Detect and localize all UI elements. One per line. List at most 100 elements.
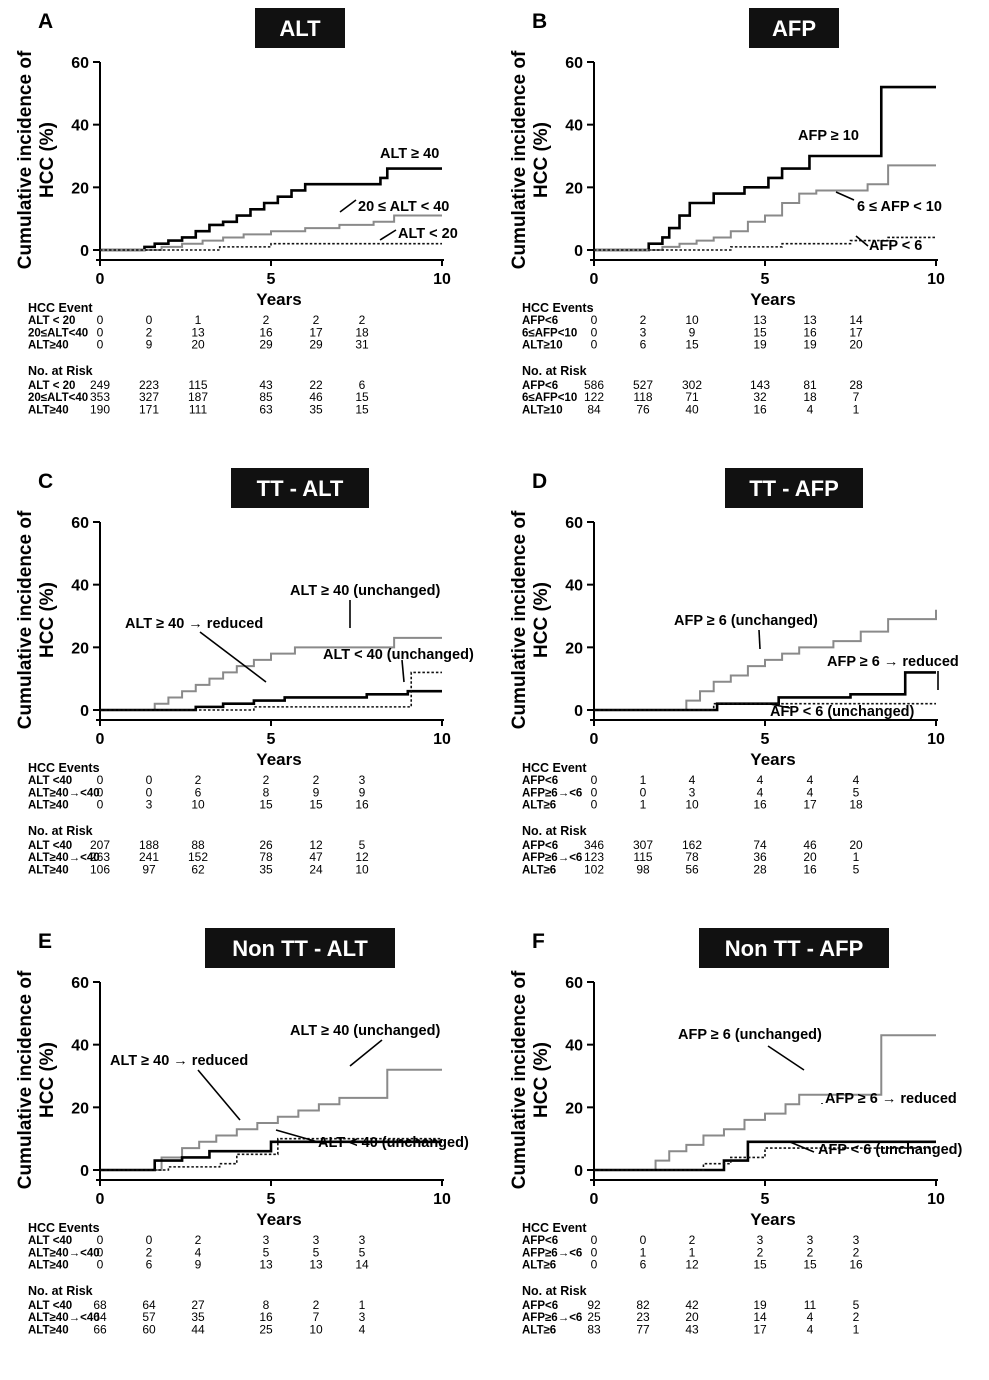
events-cell: 13 [753,313,767,327]
events-row-label: AFP<6 [522,775,558,787]
events-cell: 0 [591,798,598,812]
risk-row-label: AFP<6 [522,380,558,392]
panel-c: C TT - ALT Cumulative incidence of HCC (%) 0… [0,460,494,920]
x-tick-label: 0 [590,1191,599,1208]
y-tick-label: 60 [565,975,583,992]
risk-row-label: ALT≥40→<40 [28,852,100,864]
risk-cell: 327 [139,390,159,404]
x-tick-label: 10 [927,1191,945,1208]
series-annotation: AFP < 6 (unchanged) [818,1142,963,1158]
y-tick-label: 40 [565,578,583,595]
events-cell: 0 [591,338,598,352]
y-axis-label: Cumulative incidence of [509,50,530,269]
events-cell: 1 [640,1245,647,1259]
events-cell: 9 [146,338,153,352]
events-cell: 18 [849,798,863,812]
risk-table-header: No. at Risk [522,824,587,838]
series-annotation: AFP < 6 (unchanged) [770,704,915,720]
risk-cell: 3 [359,1310,366,1324]
annotation-pointer [379,229,397,241]
risk-row-label: ALT <40 [28,1300,72,1312]
x-tick-label: 10 [433,271,451,288]
events-cell: 0 [97,773,104,787]
events-cell: 0 [97,785,104,799]
risk-row-label: ALT < 20 [28,380,75,392]
annotation-pointer [199,631,267,683]
risk-table-header: No. at Risk [522,364,587,378]
x-tick-label: 0 [96,731,105,748]
series-annotation: ALT ≥ 40 [380,146,439,162]
events-cell: 3 [359,1233,366,1247]
risk-row-label: AFP<6 [522,840,558,852]
series-line-2 [100,689,442,712]
risk-row-label: ALT≥40 [28,1324,69,1336]
risk-row-label: 6≤AFP<10 [522,392,577,404]
events-cell: 19 [803,338,817,352]
title-box [205,928,395,968]
events-cell: 5 [853,785,860,799]
risk-row-label: ALT≥40→<40 [28,1312,100,1324]
y-tick-label: 0 [80,703,89,720]
events-cell: 16 [849,1258,863,1272]
events-row-label: ALT≥40→<40 [28,1247,100,1259]
risk-cell: 60 [142,1322,156,1336]
events-cell: 0 [591,313,598,327]
events-cell: 4 [853,773,860,787]
risk-cell: 57 [142,1310,156,1324]
panel-letter: D [532,470,547,493]
events-row-label: ALT≥10 [522,340,563,352]
events-cell: 6 [195,785,202,799]
risk-cell: 302 [682,378,702,392]
series-annotation: ALT < 40 (unchanged) [318,1135,469,1151]
events-cell: 2 [853,1245,860,1259]
risk-cell: 68 [93,1298,107,1312]
events-cell: 3 [313,1233,320,1247]
series-line-3 [594,1147,936,1171]
panel-e: E Non TT - ALT Cumulative incidence of HCC … [0,920,494,1380]
risk-cell: 10 [309,1322,323,1336]
x-tick-label: 5 [267,271,276,288]
risk-cell: 353 [90,390,110,404]
risk-cell: 152 [188,850,208,864]
risk-cell: 16 [753,402,767,416]
annotation-pointer [349,1039,383,1067]
risk-cell: 162 [682,838,702,852]
events-cell: 13 [191,325,205,339]
risk-cell: 4 [807,402,814,416]
risk-cell: 12 [309,838,323,852]
risk-cell: 25 [259,1322,273,1336]
series-line-3 [594,236,936,251]
annotation-pointer [789,1141,815,1153]
x-axis-label: Years [750,290,795,309]
y-tick-label: 0 [574,1163,583,1180]
risk-cell: 97 [142,862,156,876]
events-row-label: AFP≥6→<6 [522,787,582,799]
risk-cell: 1 [853,402,860,416]
risk-cell: 23 [636,1310,650,1324]
risk-cell: 47 [309,850,323,864]
y-tick-label: 0 [80,243,89,260]
risk-cell: 7 [853,390,860,404]
risk-cell: 22 [309,378,323,392]
panel-letter: E [38,930,52,953]
risk-cell: 2 [313,1298,320,1312]
events-cell: 1 [640,798,647,812]
risk-cell: 78 [259,850,273,864]
events-cell: 0 [97,1258,104,1272]
series-annotation: AFP ≥ 10 [798,128,859,144]
risk-cell: 20 [803,850,817,864]
events-cell: 0 [97,1245,104,1259]
x-axis-label: Years [750,1210,795,1229]
events-cell: 9 [689,325,696,339]
y-tick-label: 20 [71,640,89,657]
events-cell: 15 [803,1258,817,1272]
events-cell: 16 [355,798,369,812]
panel-letter: C [38,470,53,493]
events-cell: 20 [191,338,205,352]
risk-cell: 46 [803,838,817,852]
risk-cell: 82 [636,1298,650,1312]
y-tick-label: 60 [71,975,89,992]
events-cell: 10 [191,798,205,812]
